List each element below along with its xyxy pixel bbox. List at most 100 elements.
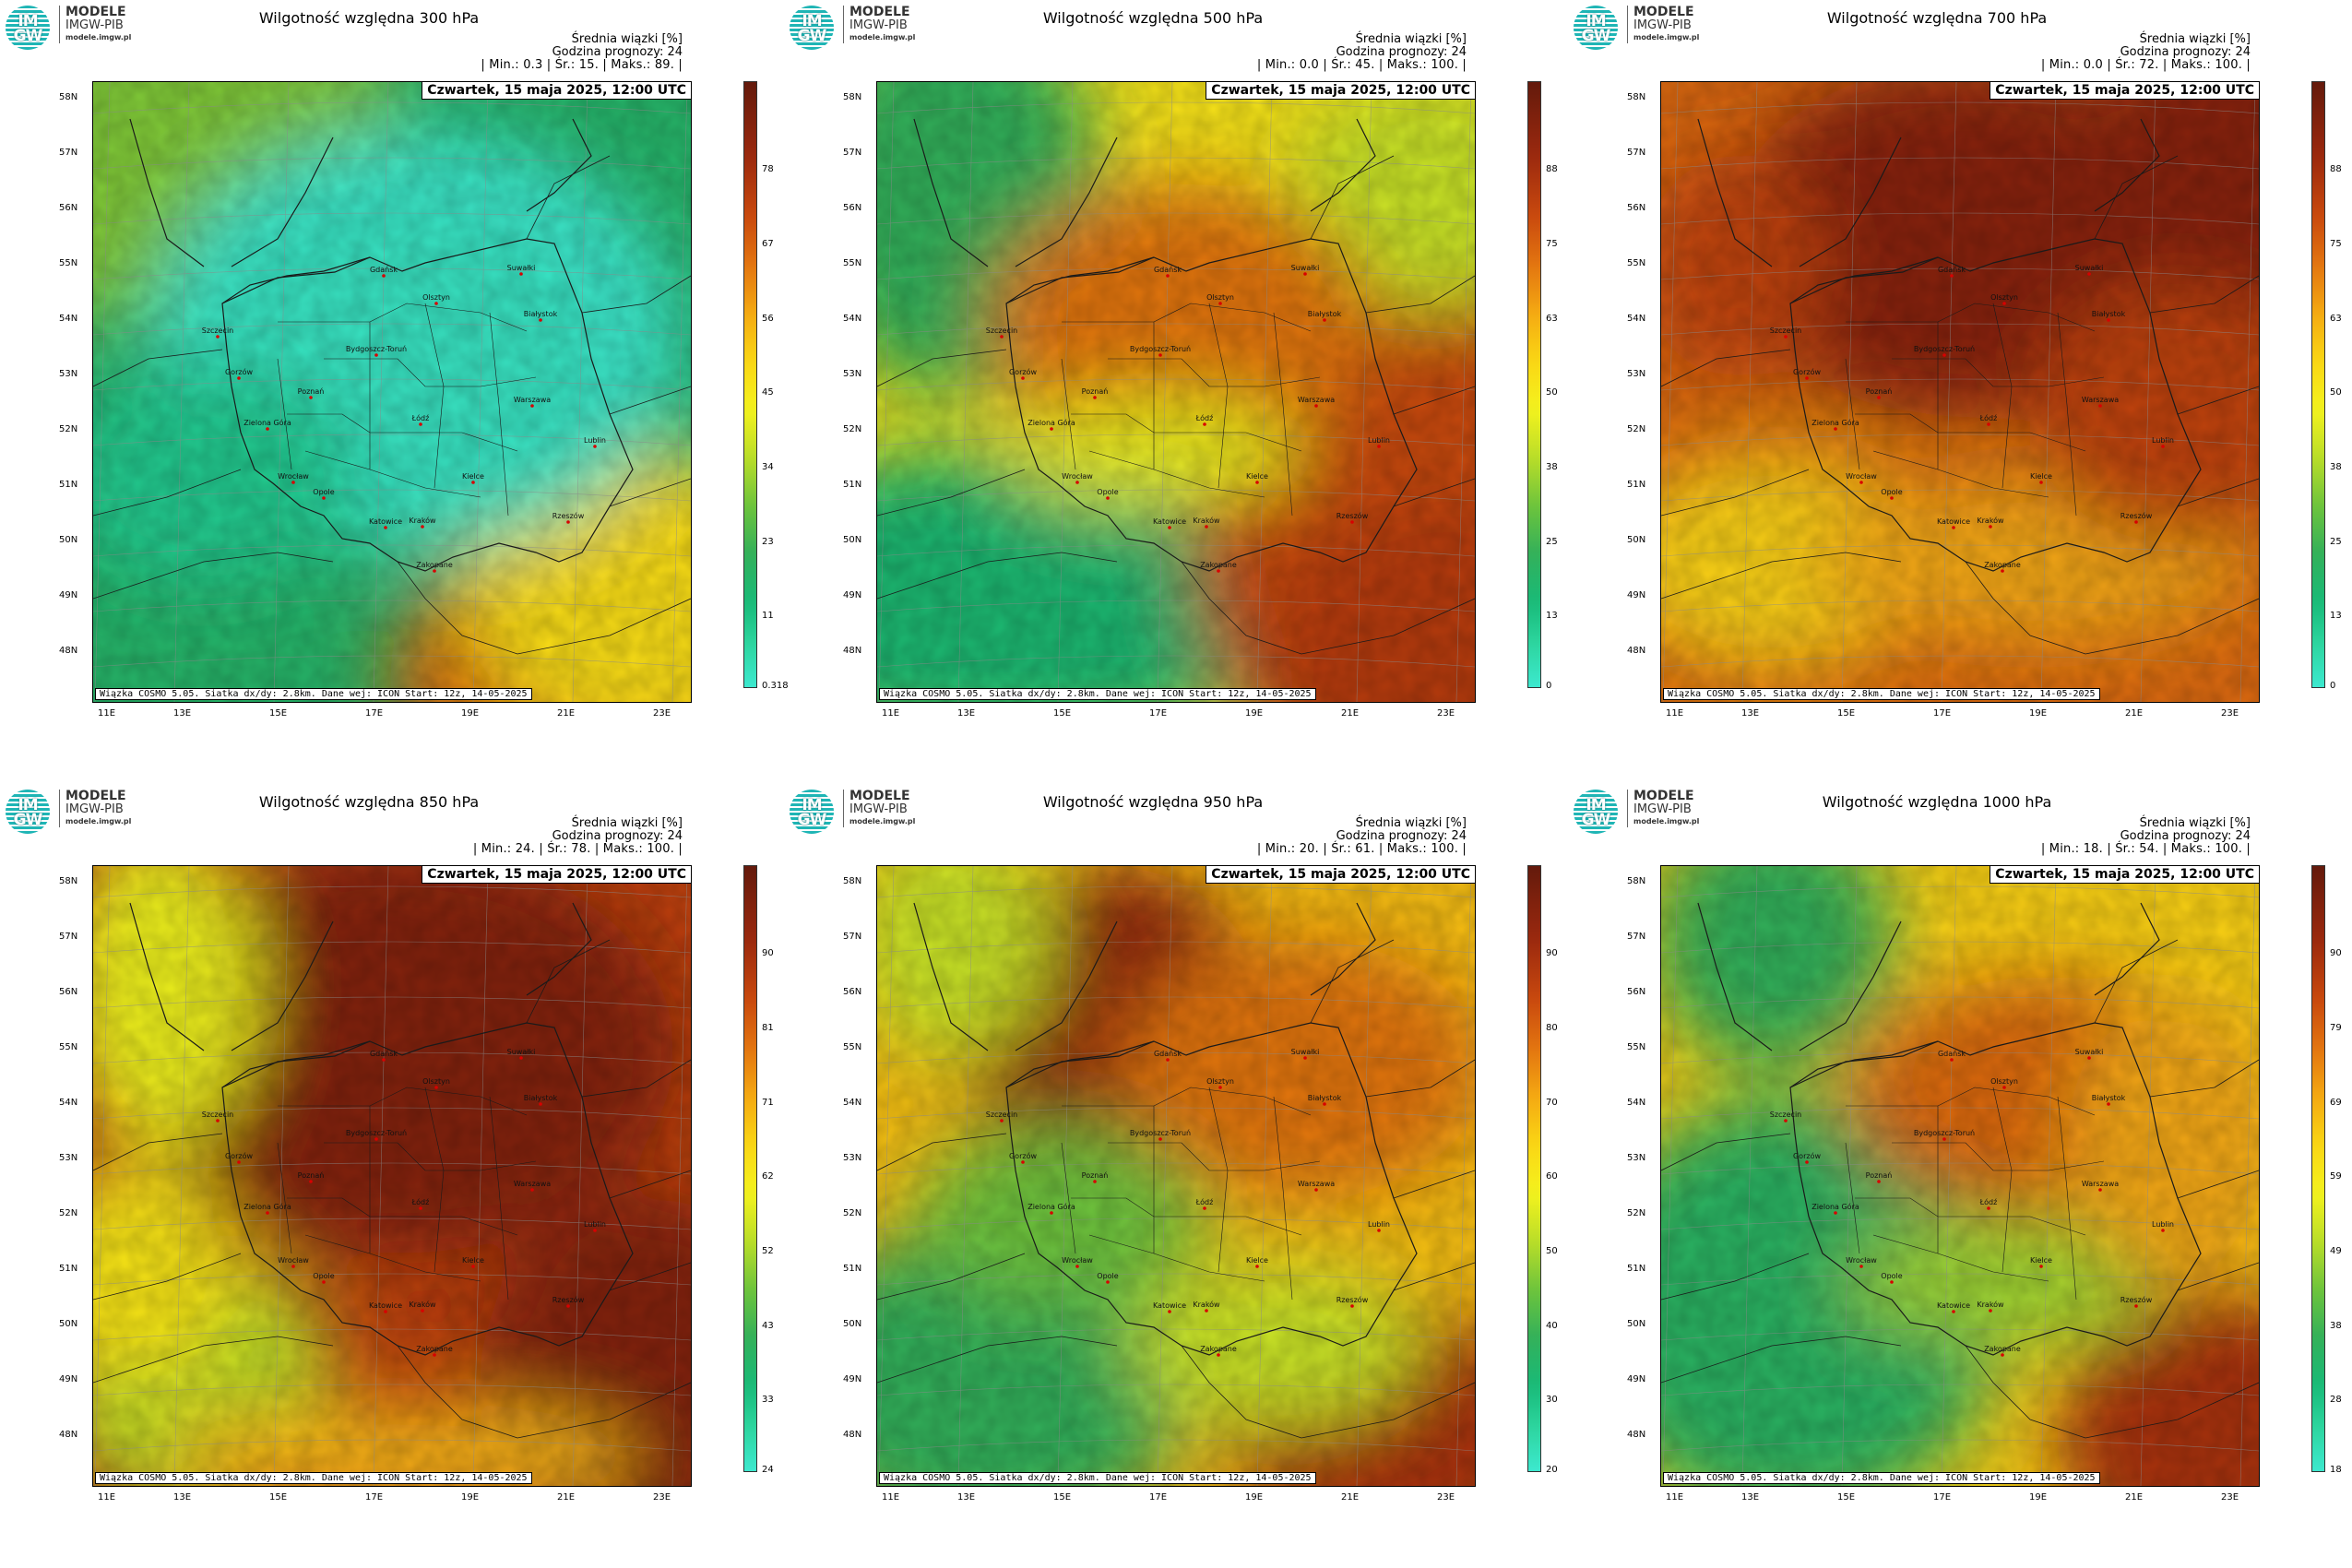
baltic-coast (913, 902, 1376, 1088)
colorbar-tick-label: 88 (2330, 164, 2342, 174)
city-marker (237, 376, 241, 380)
legend-title: Średnia wiązki [%] (2139, 816, 2251, 830)
colorbar (2311, 865, 2325, 1472)
colorbar-tick-label: 18 (2330, 1465, 2342, 1475)
city-label: Wrocław (1062, 1256, 1093, 1265)
city-marker (2107, 1102, 2110, 1106)
city-marker (1093, 1180, 1097, 1183)
latitude-label: 57N (59, 932, 78, 942)
latitude-label: 58N (843, 92, 862, 102)
city-label: Zielona Góra (244, 418, 291, 427)
neighbour-borders (1661, 939, 2259, 1439)
colorbar-tick-label: 33 (762, 1395, 774, 1405)
city-label: Poznań (1866, 1171, 1893, 1180)
city-label: Kraków (1977, 516, 2004, 525)
city-label: Szczecin (986, 327, 1018, 335)
latitude-label: 57N (1627, 932, 1646, 942)
city-label: Wrocław (278, 1256, 309, 1265)
city-label: Zakopane (1984, 1345, 2021, 1353)
imgw-logo[interactable]: IM GW MODELE IMGW-PIB modele.imgw.pl (1574, 790, 1712, 836)
city-label: Rzeszów (1336, 1295, 1369, 1304)
latitude-label: 51N (1627, 1264, 1646, 1274)
latitude-label: 55N (59, 258, 78, 268)
city-label: Zielona Góra (1812, 418, 1859, 427)
poland-border (221, 238, 634, 572)
city-marker (1890, 1280, 1894, 1284)
colorbar-tick-label: 38 (1546, 462, 1558, 472)
latitude-label: 49N (843, 590, 862, 600)
valid-date: Czwartek, 15 maja 2025, 12:00 UTC (1990, 866, 2259, 884)
imgw-logo[interactable]: IM GW MODELE IMGW-PIB modele.imgw.pl (1574, 6, 1712, 52)
latitude-label: 48N (1627, 1430, 1646, 1440)
latitude-label: 53N (843, 1153, 862, 1163)
city-marker (1217, 1353, 1220, 1357)
city-label: Rzeszów (2120, 511, 2153, 520)
imgw-logo[interactable]: IM GW MODELE IMGW-PIB modele.imgw.pl (790, 790, 928, 836)
longitude-label: 11E (882, 1492, 900, 1503)
city-label: Warszawa (2082, 1180, 2119, 1188)
city-marker (1952, 526, 1955, 529)
longitude-label: 17E (365, 1492, 384, 1503)
longitude-label: 19E (461, 708, 480, 719)
city-label: Suwałki (507, 1048, 536, 1056)
city-label: Kielce (462, 472, 484, 481)
logo-line1: MODELE (849, 789, 910, 803)
city-marker (1350, 1304, 1354, 1308)
longitude-label: 23E (653, 708, 671, 719)
latitude-label: 54N (843, 314, 862, 324)
colorbar-tick-label: 0.318 (762, 681, 789, 691)
imgw-logo[interactable]: IM GW MODELE IMGW-PIB modele.imgw.pl (790, 6, 928, 52)
colorbar-tick-label: 50 (1546, 1246, 1558, 1256)
city-label: Opole (1097, 1272, 1118, 1280)
city-label: Białystok (1308, 310, 1342, 318)
logo-url: modele.imgw.pl (1633, 817, 1700, 826)
stats-block: Średnia wiązki [%] Godzina prognozy: 24 … (1257, 33, 1467, 72)
city-label: Szczecin (1770, 1111, 1802, 1119)
latitude-label: 56N (59, 987, 78, 997)
city-marker (1205, 1309, 1208, 1313)
texture-layer (93, 866, 691, 1486)
imgw-logo[interactable]: IM GW MODELE IMGW-PIB modele.imgw.pl (6, 6, 144, 52)
longitude-label: 23E (653, 1492, 671, 1503)
longitude-label: 11E (98, 708, 116, 719)
longitude-label: 17E (1933, 1492, 1952, 1503)
humidity-map: Gdańsk Olsztyn Suwałki Białystok Szczecin Gor… (876, 81, 1476, 703)
stats-block: Średnia wiązki [%] Godzina prognozy: 24 … (1257, 817, 1467, 856)
model-footer: Wiązka COSMO 5.05. Siatka dx/dy: 2.8km. … (95, 1472, 532, 1484)
latitude-label: 57N (843, 932, 862, 942)
longitude-label: 21E (1341, 708, 1360, 719)
logo-url: modele.imgw.pl (849, 817, 916, 826)
city-label: Gdańsk (370, 266, 398, 274)
city-label: Łódź (1195, 413, 1214, 422)
imgw-logo-icon: IM GW (1574, 790, 1618, 834)
city-marker (421, 525, 424, 529)
city-label: Gorzów (1793, 367, 1821, 376)
city-label: Poznań (1082, 1171, 1109, 1180)
imgw-logo[interactable]: IM GW MODELE IMGW-PIB modele.imgw.pl (6, 790, 144, 836)
colorbar-tick-label: 28 (2330, 1395, 2342, 1405)
city-label: Wrocław (278, 472, 309, 481)
city-label: Katowice (1937, 1301, 1970, 1310)
neighbour-borders (93, 155, 691, 655)
city-marker (421, 1309, 424, 1313)
stats-line: | Min.: 24. | Śr.: 78. | Maks.: 100. | (472, 842, 683, 856)
city-marker (1000, 335, 1004, 339)
country-borders (1661, 118, 2259, 655)
city-marker (539, 318, 542, 322)
graticule (93, 866, 691, 1486)
latitude-label: 57N (1627, 148, 1646, 158)
model-footer: Wiązka COSMO 5.05. Siatka dx/dy: 2.8km. … (1663, 1472, 2100, 1484)
city-marker (2039, 481, 2043, 484)
city-marker (1989, 525, 1992, 529)
latitude-label: 48N (59, 646, 78, 656)
colorbar-tick-label: 79 (2330, 1023, 2342, 1033)
longitude-label: 15E (269, 708, 288, 719)
city-marker (1106, 1280, 1110, 1284)
city-label: Białystok (2092, 310, 2126, 318)
city-marker (1255, 1265, 1259, 1268)
city-label: Katowice (1153, 517, 1186, 526)
city-label: Gorzów (225, 367, 253, 376)
latitude-label: 49N (1627, 590, 1646, 600)
colorbar-tick-label: 71 (762, 1098, 774, 1108)
city-label: Gorzów (225, 1151, 253, 1160)
